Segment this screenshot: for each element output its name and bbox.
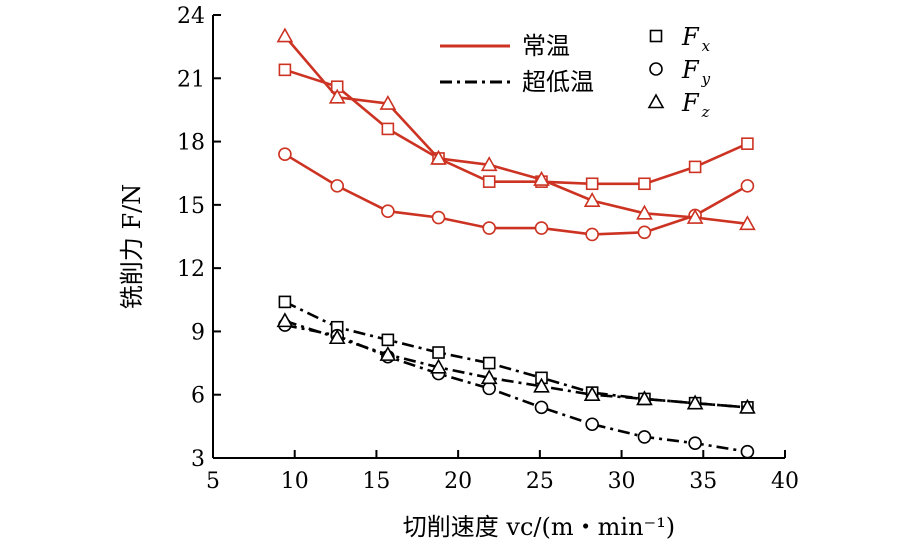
data-point-circle xyxy=(330,179,345,193)
data-point-square xyxy=(638,177,651,191)
legend-marker-circle xyxy=(649,62,663,76)
y-tick-label: 24 xyxy=(177,4,205,29)
data-point-circle xyxy=(740,444,755,459)
data-point-square xyxy=(482,356,496,370)
axes-layer: 5 10 15 20 25 30 35 40 3 6 9 12 15 18 21 24 xyxy=(177,4,799,494)
data-point-triangle xyxy=(583,386,601,402)
x-tick-label: 35 xyxy=(689,469,717,494)
legend-marker-subscript: x xyxy=(702,37,711,55)
data-point-triangle xyxy=(686,208,704,224)
legend-marker-subscript: y xyxy=(701,70,711,88)
series-line xyxy=(284,153,749,236)
data-point-triangle xyxy=(480,369,498,385)
series-line xyxy=(283,35,748,226)
data-point-circle xyxy=(740,179,755,193)
series-layer xyxy=(276,27,756,459)
series-normal-fy xyxy=(278,147,755,242)
data-point-circle xyxy=(637,225,652,240)
x-axis-title: 切削速度 vc/(m・min⁻¹) xyxy=(403,513,675,541)
x-tick-label: 25 xyxy=(526,469,554,494)
legend-marker-symbol: F xyxy=(681,56,700,84)
data-point-circle xyxy=(482,221,496,235)
series-line xyxy=(284,68,748,186)
x-tick-label: 10 xyxy=(281,469,309,494)
series-line xyxy=(284,323,748,453)
data-point-circle xyxy=(381,204,395,218)
legend-line-label: 常温 xyxy=(522,32,570,60)
data-point-square xyxy=(741,137,754,150)
data-point-circle xyxy=(278,147,292,162)
data-point-square xyxy=(482,175,496,188)
y-tick-label: 9 xyxy=(191,320,205,345)
data-point-triangle xyxy=(328,88,346,104)
y-tick-label: 6 xyxy=(191,384,205,409)
legend-marker-triangle xyxy=(647,93,665,109)
data-point-circle xyxy=(534,221,549,235)
legend-marker-subscript: z xyxy=(701,103,710,121)
data-point-square xyxy=(381,333,395,347)
data-point-circle xyxy=(585,417,599,432)
legend-line-label: 超低温 xyxy=(522,68,594,96)
data-point-triangle xyxy=(480,156,498,172)
data-point-triangle xyxy=(533,170,550,186)
y-tick-label: 3 xyxy=(191,447,205,472)
data-point-square xyxy=(585,177,599,191)
data-point-triangle xyxy=(276,27,294,43)
y-tick-label: 12 xyxy=(177,257,205,282)
data-point-triangle xyxy=(739,215,756,231)
data-point-circle xyxy=(688,436,702,451)
data-point-circle xyxy=(637,430,652,444)
data-point-triangle xyxy=(686,394,704,410)
data-point-triangle xyxy=(583,192,601,207)
data-point-circle xyxy=(431,210,446,225)
data-point-square xyxy=(432,346,445,359)
x-tick-label: 5 xyxy=(206,469,220,494)
x-tick-label: 20 xyxy=(444,469,472,494)
data-point-triangle xyxy=(379,345,397,361)
data-point-triangle xyxy=(430,149,447,165)
data-point-circle xyxy=(482,381,496,396)
series-normal-fz xyxy=(276,27,756,231)
data-point-circle xyxy=(585,227,599,242)
legend-marker-symbol: F xyxy=(681,23,700,51)
y-tick-label: 15 xyxy=(177,194,205,219)
series-cryogenic-fz xyxy=(276,312,756,414)
x-tick-label: 15 xyxy=(362,469,390,494)
data-point-triangle xyxy=(636,204,653,220)
legend-marker-square xyxy=(649,29,663,43)
data-point-triangle xyxy=(636,390,653,406)
y-tick-label: 21 xyxy=(177,67,205,92)
axis-titles: 切削速度 vc/(m・min⁻¹) 铣削力 F/N xyxy=(118,184,675,541)
data-point-triangle xyxy=(328,329,346,345)
x-tick-label: 30 xyxy=(608,469,636,494)
data-point-square xyxy=(381,122,395,136)
series-line xyxy=(284,300,748,409)
data-point-circle xyxy=(534,400,549,415)
series-normal-fx xyxy=(278,63,754,191)
data-point-triangle xyxy=(430,358,447,374)
data-point-triangle xyxy=(276,312,294,328)
y-axis-title: 铣削力 F/N xyxy=(118,184,146,309)
series-cryogenic-fy xyxy=(278,318,755,459)
legend-marker-symbol: F xyxy=(681,89,700,117)
data-point-square xyxy=(688,160,702,174)
series-cryogenic-fx xyxy=(278,295,754,414)
x-tick-label: 40 xyxy=(771,469,799,494)
data-point-triangle xyxy=(379,94,397,110)
data-point-square xyxy=(278,63,292,77)
series-line xyxy=(284,319,748,409)
data-point-triangle xyxy=(533,377,550,393)
data-point-triangle xyxy=(739,398,756,414)
y-tick-label: 18 xyxy=(177,131,205,156)
data-point-square xyxy=(278,295,292,309)
